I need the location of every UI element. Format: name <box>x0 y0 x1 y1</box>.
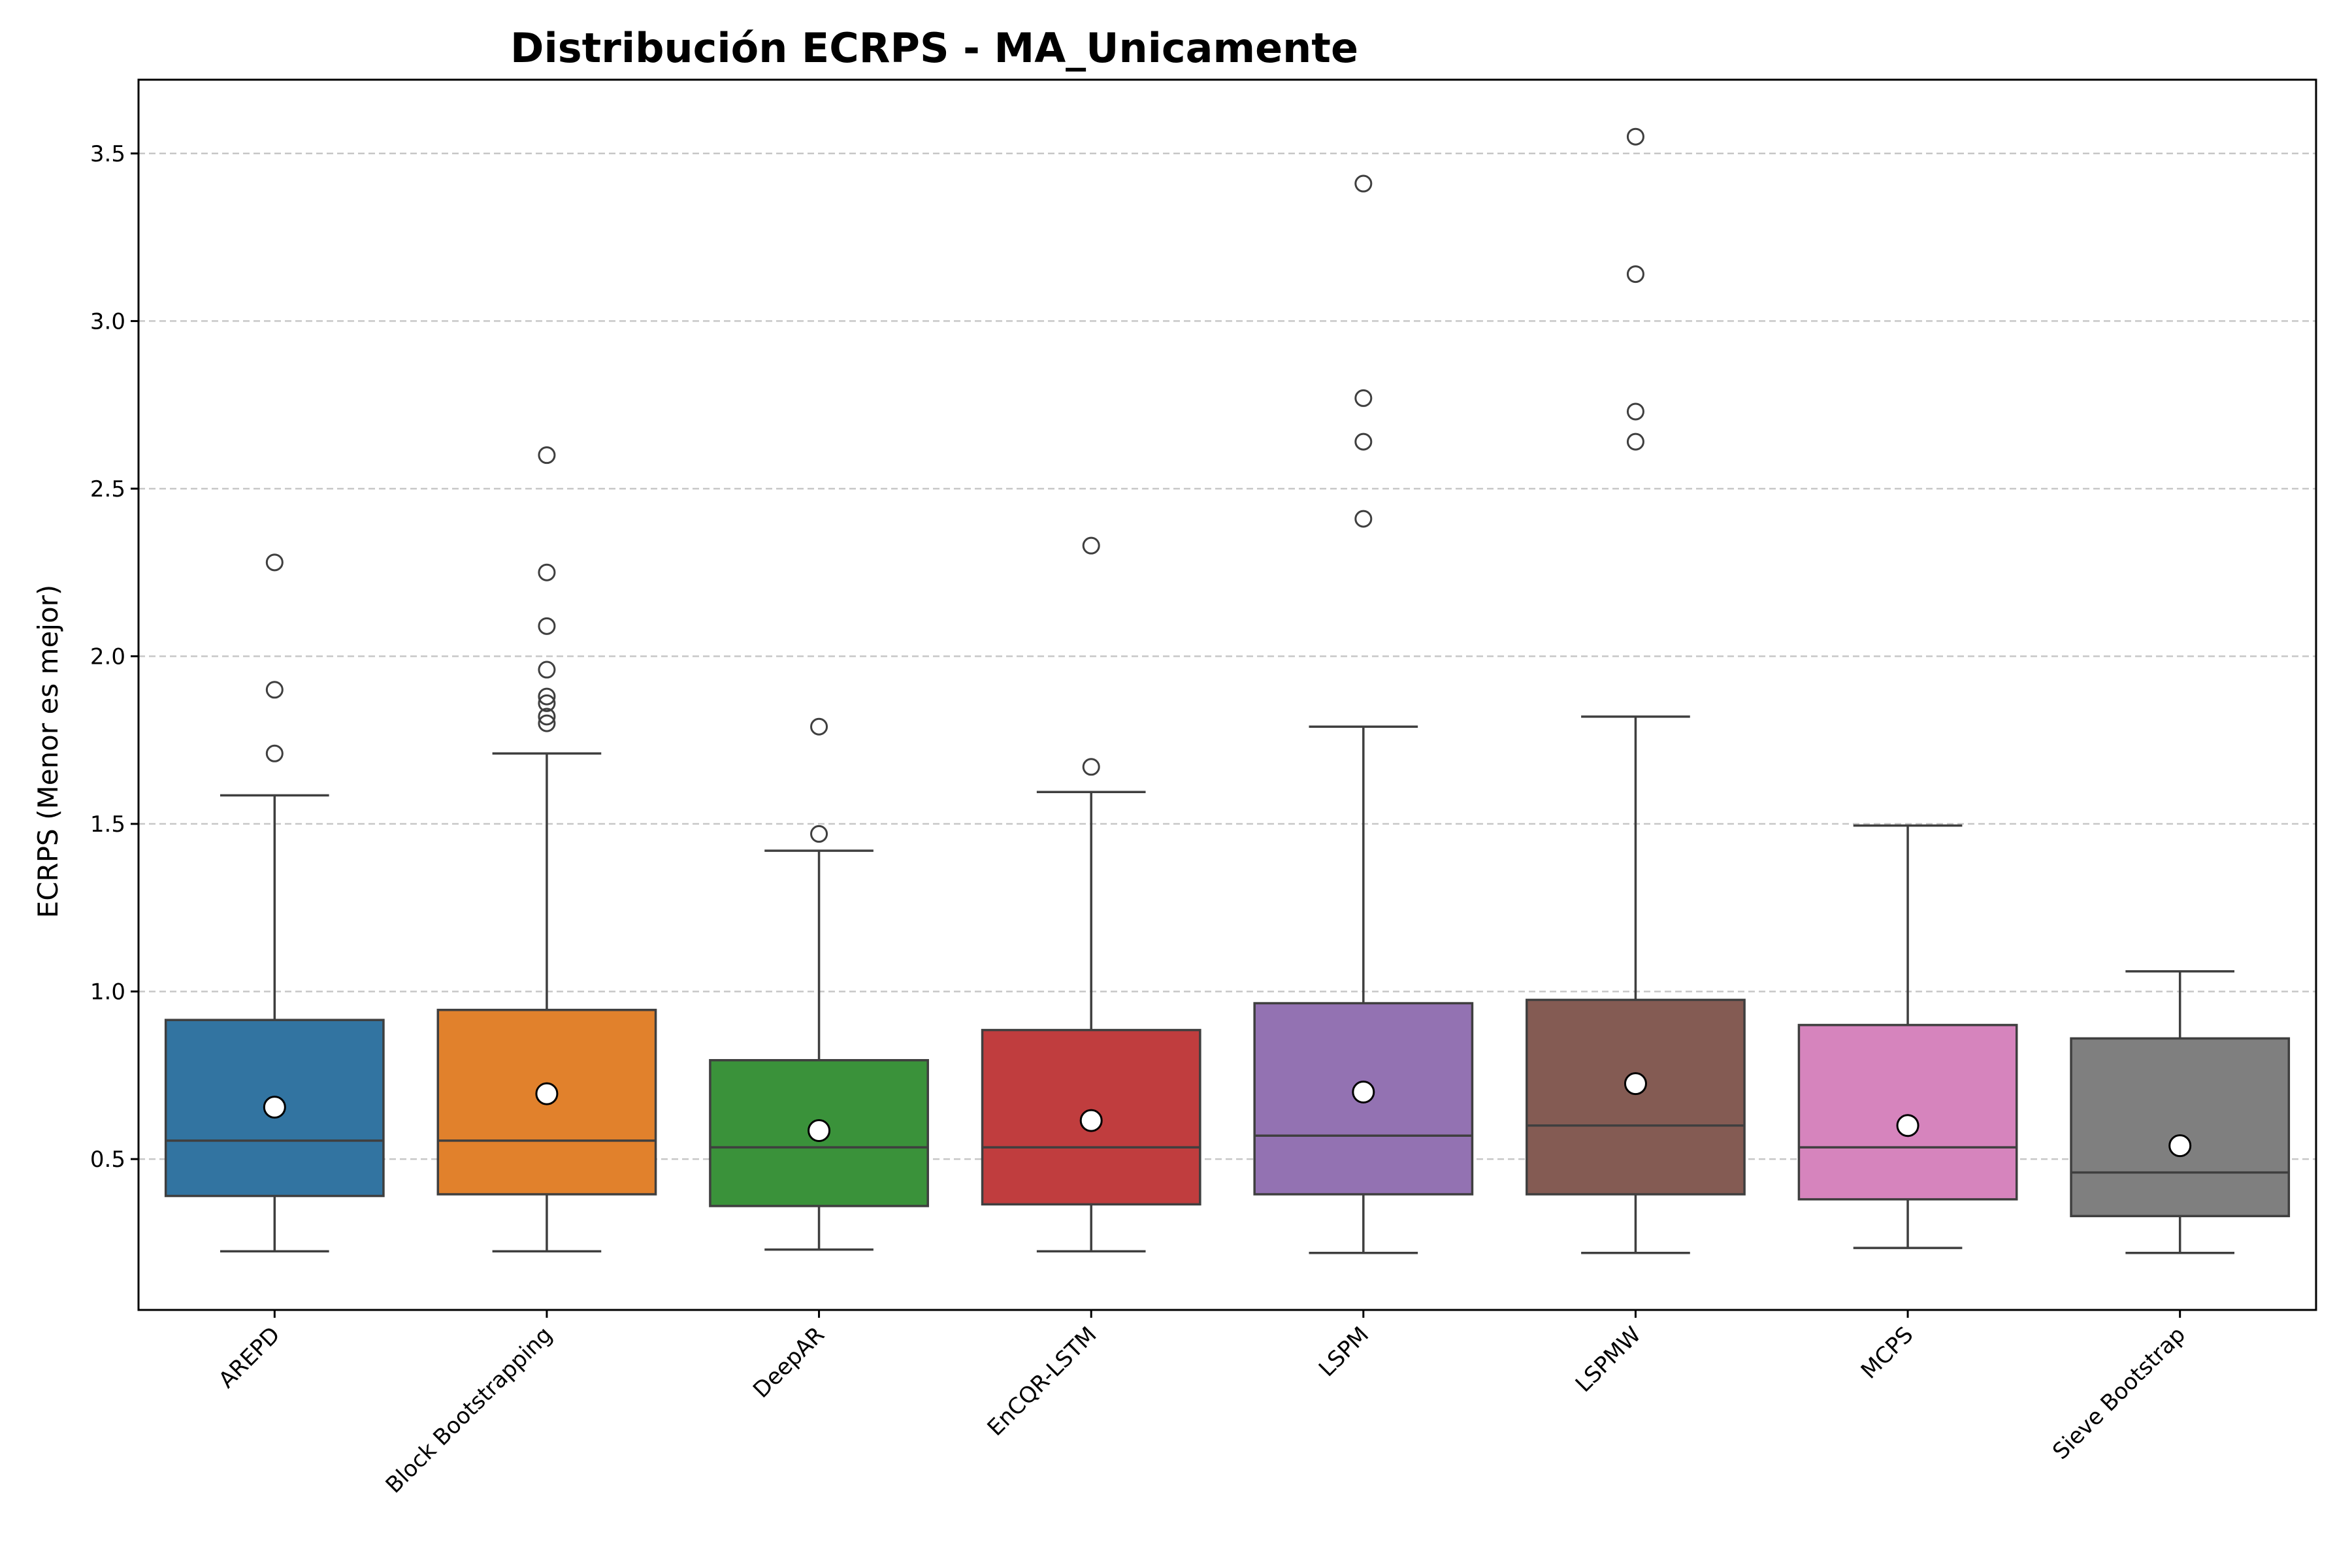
outlier-point <box>1082 536 1100 555</box>
y-tick-label: 3.5 <box>90 141 125 167</box>
outlier-point <box>1626 433 1644 451</box>
box-group-mcps <box>1797 824 2018 1249</box>
mean-marker <box>1352 1080 1375 1103</box>
grid-lines <box>139 152 2316 1160</box>
iqr-box <box>1797 1024 2018 1201</box>
y-tick-label: 0.5 <box>90 1147 125 1173</box>
y-tick-label: 2.5 <box>90 476 125 502</box>
outlier-point <box>1354 510 1373 528</box>
box-group-lspmw <box>1526 127 1746 1254</box>
outlier-point <box>538 617 556 635</box>
outlier-point <box>1626 127 1644 146</box>
x-tick-label: Block Bootstrapping <box>381 1322 558 1499</box>
mean-marker <box>1624 1072 1647 1096</box>
x-tick-label: EnCQR-LSTM <box>983 1322 1102 1441</box>
outlier-point <box>538 563 556 581</box>
y-axis-label: ECRPS (Menor es mejor) <box>32 585 64 919</box>
iqr-box <box>709 1059 929 1207</box>
outlier-point <box>538 714 556 732</box>
outlier-point <box>265 681 284 699</box>
mean-marker <box>535 1082 559 1105</box>
box-group-lspm <box>1253 174 1474 1254</box>
outlier-point <box>1082 758 1100 776</box>
x-tick-label: Sieve Bootstrap <box>2048 1322 2191 1465</box>
plot-area <box>164 127 2291 1254</box>
mean-marker <box>1896 1114 1919 1137</box>
outlier-point <box>538 694 556 712</box>
outlier-point <box>1626 402 1644 421</box>
outlier-point <box>538 708 556 726</box>
axes-frame <box>137 78 2317 1311</box>
y-axis-ticks: 0.5 1.0 1.5 2.0 2.5 3.0 3.5 <box>90 141 139 1173</box>
iqr-box <box>1526 998 1746 1196</box>
y-tick-label: 2.0 <box>90 644 125 670</box>
box-group-block-bootstrapping <box>436 446 657 1252</box>
outlier-point <box>265 744 284 762</box>
outlier-point <box>810 717 828 736</box>
outlier-point <box>538 446 556 465</box>
mean-marker <box>808 1119 831 1143</box>
x-tick-label: MCPS <box>1856 1322 1919 1384</box>
y-tick-label: 3.0 <box>90 308 125 335</box>
outlier-point <box>1626 265 1644 284</box>
x-tick-label: AREPD <box>214 1322 286 1394</box>
outlier-point <box>1354 389 1373 407</box>
x-tick-label: LSPMW <box>1571 1322 1646 1397</box>
outlier-point <box>538 687 556 706</box>
y-tick-label: 1.5 <box>90 811 125 838</box>
x-tick-label: LSPM <box>1314 1322 1374 1382</box>
mean-marker <box>263 1096 286 1119</box>
mean-marker <box>1079 1109 1103 1132</box>
x-tick-label: DeepAR <box>748 1322 830 1403</box>
outlier-point <box>810 825 828 843</box>
chart-title: Distribución ECRPS - MA_Unicamente <box>510 24 1358 72</box>
y-tick-label: 1.0 <box>90 979 125 1005</box>
box-group-encqr-lstm <box>981 536 1201 1252</box>
mean-marker <box>2168 1134 2192 1158</box>
box-group-sieve-bootstrap <box>2070 970 2291 1254</box>
box-group-arepd <box>164 553 385 1252</box>
outlier-point <box>538 661 556 679</box>
outlier-point <box>1354 174 1373 193</box>
box-group-deepar <box>709 717 929 1251</box>
x-axis-ticks: AREPD Block Bootstrapping DeepAR EnCQR-LSTM… <box>214 1310 2191 1499</box>
iqr-box <box>2070 1037 2291 1218</box>
outlier-point <box>1354 433 1373 451</box>
outlier-point <box>265 553 284 572</box>
